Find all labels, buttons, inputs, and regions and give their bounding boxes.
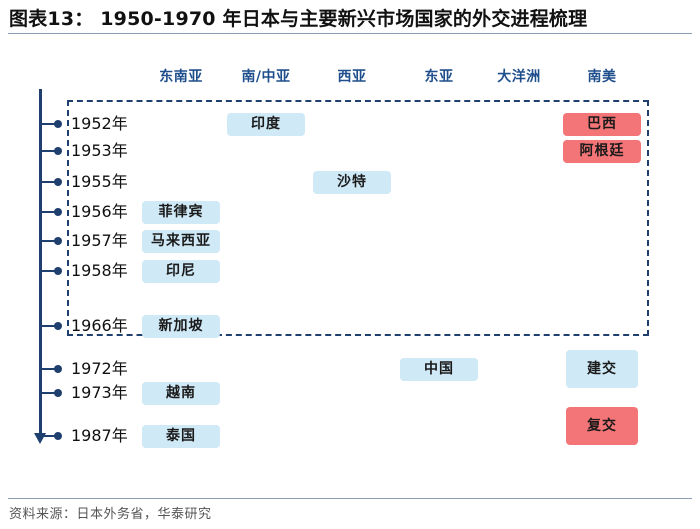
- year-label: 1957年: [71, 231, 128, 250]
- event-box-indonesia: 印尼: [142, 259, 220, 283]
- year-tick: [41, 270, 56, 272]
- year-dot-icon: [54, 267, 62, 275]
- year-label: 1953年: [71, 141, 128, 160]
- year-dot-icon: [54, 432, 62, 440]
- event-box-philippines: 菲律宾: [142, 200, 220, 224]
- year-tick: [41, 123, 56, 125]
- event-box-brazil-establish-ties: 建交: [566, 350, 638, 388]
- column-header-southeast-asia: 东南亚: [159, 69, 203, 85]
- event-box-singapore: 新加坡: [142, 314, 220, 338]
- column-header-east-asia: 东亚: [424, 69, 454, 85]
- footer-divider: [8, 498, 692, 499]
- timeline-arrow-icon: [34, 433, 46, 444]
- year-label: 1973年: [71, 383, 128, 402]
- year-label: 1955年: [71, 172, 128, 191]
- year-label: 1952年: [71, 114, 128, 133]
- year-label: 1966年: [71, 316, 128, 335]
- event-box-argentina: 阿根廷: [563, 139, 641, 163]
- event-box-saudi-arabia: 沙特: [313, 170, 391, 194]
- year-label: 1958年: [71, 261, 128, 280]
- dashed-period-box: [67, 100, 649, 336]
- year-tick: [41, 150, 56, 152]
- year-dot-icon: [54, 178, 62, 186]
- figure-title: 图表13： 1950-1970 年日本与主要新兴市场国家的外交进程梳理: [9, 8, 588, 30]
- year-label: 1987年: [71, 426, 128, 445]
- column-header-west-asia: 西亚: [337, 69, 367, 85]
- event-box-vietnam: 越南: [142, 381, 220, 405]
- year-tick: [41, 368, 56, 370]
- source-note: 资料来源：日本外务省，华泰研究: [9, 507, 212, 522]
- title-divider: [8, 33, 692, 34]
- year-dot-icon: [54, 322, 62, 330]
- event-box-restore-ties: 复交: [566, 407, 638, 445]
- year-dot-icon: [54, 365, 62, 373]
- year-dot-icon: [54, 389, 62, 397]
- year-label: 1956年: [71, 202, 128, 221]
- year-tick: [41, 435, 56, 437]
- year-tick: [41, 392, 56, 394]
- column-header-south-central-asia: 南/中亚: [241, 69, 291, 85]
- year-tick: [41, 240, 56, 242]
- year-dot-icon: [54, 147, 62, 155]
- event-box-malaysia: 马来西亚: [142, 229, 220, 253]
- event-box-india: 印度: [227, 112, 305, 136]
- year-tick: [41, 211, 56, 213]
- year-dot-icon: [54, 120, 62, 128]
- event-box-thailand: 泰国: [142, 424, 220, 448]
- event-box-china: 中国: [400, 357, 478, 381]
- year-tick: [41, 181, 56, 183]
- column-header-south-america: 南美: [587, 69, 617, 85]
- timeline-axis: [39, 89, 42, 435]
- column-header-oceania: 大洋洲: [497, 69, 541, 85]
- event-box-brazil: 巴西: [563, 112, 641, 136]
- year-label: 1972年: [71, 359, 128, 378]
- year-dot-icon: [54, 208, 62, 216]
- year-tick: [41, 325, 56, 327]
- year-dot-icon: [54, 237, 62, 245]
